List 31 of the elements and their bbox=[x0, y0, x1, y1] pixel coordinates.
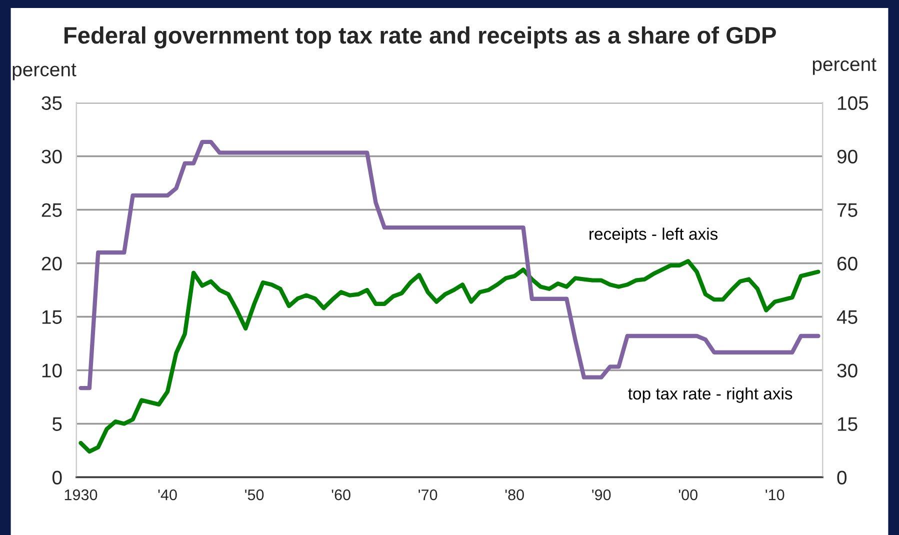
x-tick-label: '00 bbox=[678, 489, 698, 500]
text: receipts - left axis bbox=[590, 228, 718, 244]
y2-tick-label: 0 bbox=[837, 470, 847, 484]
y2-tick-label: 15 bbox=[838, 417, 858, 431]
chart-title: Federal government top tax rate and receipts as a share of GDP bbox=[64, 26, 776, 49]
y2-tick-label: 105 bbox=[838, 96, 868, 110]
y2-tick-label: 45 bbox=[836, 310, 858, 324]
y2-tick-label: 60 bbox=[837, 256, 858, 270]
x-tick-label: '10 bbox=[766, 489, 784, 500]
y2-axis-title: percent bbox=[812, 58, 876, 75]
series-label: top tax rate - right axis bbox=[628, 387, 792, 403]
x-tick-label: '70 bbox=[418, 489, 438, 500]
y-tick-label: 35 bbox=[42, 96, 62, 110]
line-series bbox=[78, 258, 820, 454]
y2-tick-label: 75 bbox=[837, 203, 858, 217]
x-tick-label: '40 bbox=[158, 489, 177, 500]
x-tick-label: '50 bbox=[245, 489, 264, 500]
x-tick-label: '90 bbox=[592, 489, 611, 500]
x-tick-label: '60 bbox=[332, 489, 350, 500]
y-tick-label: 10 bbox=[42, 364, 62, 378]
y2-tick-label: 30 bbox=[837, 364, 858, 378]
y-tick-label: 15 bbox=[42, 310, 62, 324]
y-tick-label: 0 bbox=[52, 470, 62, 484]
x-tick-label: 1930 bbox=[64, 489, 98, 500]
y-tick-label: 20 bbox=[42, 256, 62, 270]
y2-tick-label: 90 bbox=[837, 150, 858, 164]
y-axis-title: percent bbox=[12, 64, 76, 80]
x-tick-label: '80 bbox=[505, 489, 524, 500]
y-tick-label: 25 bbox=[42, 203, 62, 217]
y-tick-label: 30 bbox=[42, 150, 62, 164]
y-tick-label: 5 bbox=[52, 417, 62, 431]
